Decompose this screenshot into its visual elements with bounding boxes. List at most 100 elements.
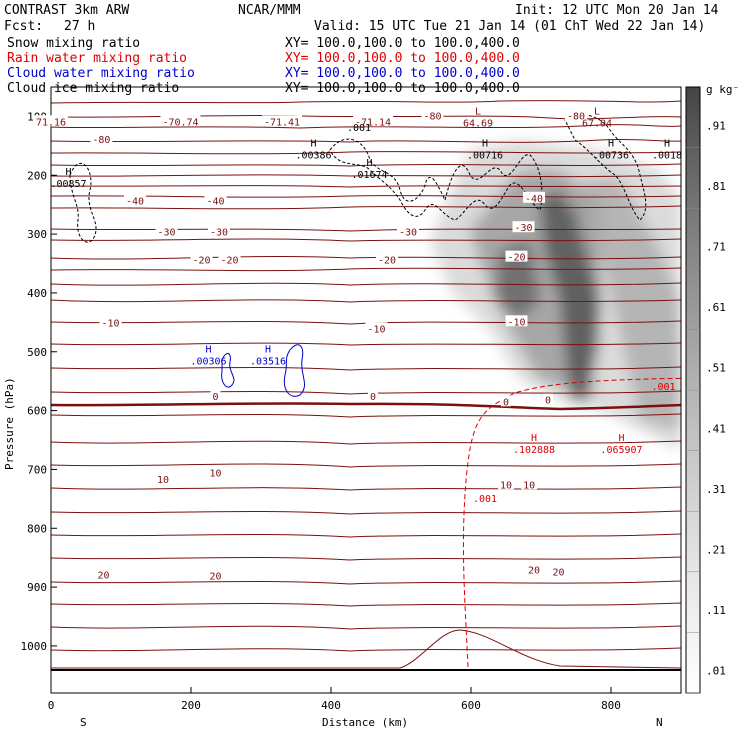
extremum-kind: H bbox=[205, 345, 211, 356]
label-mask bbox=[124, 194, 146, 206]
temperature-label: -20 bbox=[192, 256, 210, 267]
temperature-label: 0 bbox=[545, 396, 551, 407]
label-mask bbox=[505, 250, 528, 262]
label-mask bbox=[523, 191, 545, 203]
header: CONTRAST 3km ARW NCAR/MMM Init: 12 UTC M… bbox=[4, 3, 719, 34]
field-ice-name: Cloud ice mixing ratio bbox=[7, 81, 179, 96]
fcst-value: 27 h bbox=[64, 19, 95, 34]
y-tick-label: 200 bbox=[27, 169, 47, 182]
temperature-label: 10 bbox=[209, 469, 221, 480]
label-mask bbox=[376, 253, 398, 265]
temperature-label: 10 bbox=[157, 475, 169, 486]
contour-label: .001 bbox=[651, 382, 675, 393]
temperature-label: -40 bbox=[126, 197, 144, 208]
extremum-value: .102888 bbox=[513, 445, 555, 456]
x-tick-label: 400 bbox=[321, 699, 341, 712]
extremum-kind: L bbox=[594, 106, 600, 117]
colorbar-label: .81 bbox=[706, 180, 726, 193]
extremum-value: .00736 bbox=[593, 151, 629, 162]
temperature-label: -71.14 bbox=[355, 117, 391, 128]
label-mask bbox=[160, 115, 201, 127]
temperature-label: 0 bbox=[503, 397, 509, 408]
plot-frame bbox=[50, 86, 682, 694]
field-cloud-name: Cloud water mixing ratio bbox=[7, 66, 195, 81]
label-mask bbox=[155, 473, 171, 485]
extremum-value: 64.69 bbox=[463, 118, 493, 129]
field-snow-name: Snow mixing ratio bbox=[7, 36, 140, 51]
extremum-value: .00716 bbox=[467, 151, 503, 162]
temperature-label: -80 bbox=[567, 111, 585, 122]
temperature-label: 10 bbox=[500, 480, 512, 491]
colorbar-label: .31 bbox=[706, 483, 726, 496]
label-mask bbox=[204, 194, 227, 206]
label-mask bbox=[353, 115, 393, 127]
temperature-label: 20 bbox=[97, 570, 109, 581]
label-mask bbox=[208, 225, 230, 237]
terrain-contour bbox=[51, 629, 681, 669]
temperature-label: -80 bbox=[92, 135, 110, 146]
field-cloud-xy: XY= 100.0,100.0 to 100.0,400.0 bbox=[285, 66, 520, 81]
colorbar: g kg⁻¹ .01 .11 .21 .31 .41 .51 .61 .71 .81 .91 bbox=[685, 83, 740, 694]
extremum-kind: H bbox=[366, 158, 372, 169]
x-end-north: N bbox=[656, 716, 663, 729]
extremum-kind: H bbox=[664, 139, 670, 150]
temperature-label: 0 bbox=[212, 392, 218, 403]
temperature-label: -70.74 bbox=[162, 117, 198, 128]
label-mask bbox=[90, 132, 113, 144]
label-mask bbox=[543, 393, 553, 405]
y-tick-label: 500 bbox=[27, 346, 47, 359]
label-mask bbox=[95, 568, 112, 580]
label-mask bbox=[218, 253, 241, 265]
temperature-label: 20 bbox=[528, 566, 540, 577]
temperature-label: -10 bbox=[507, 317, 525, 328]
x-axis-title: Distance (km) bbox=[322, 716, 408, 729]
temperature-label: -10 bbox=[101, 319, 119, 330]
extremum-value: 67.04 bbox=[582, 118, 612, 129]
y-tick-label: 1000 bbox=[21, 640, 48, 653]
x-tick-label: 600 bbox=[461, 699, 481, 712]
temperature-label: 20 bbox=[552, 567, 564, 578]
extremum-kind: H bbox=[482, 139, 488, 150]
temperature-label: -20 bbox=[507, 253, 525, 264]
label-mask bbox=[34, 115, 68, 127]
y-axis-title: Pressure (hPa) bbox=[3, 377, 16, 470]
colorbar-units: g kg⁻¹ bbox=[706, 83, 740, 96]
label-mask bbox=[262, 115, 302, 127]
temperature-label: -30 bbox=[210, 227, 228, 238]
extremum-value: .01674 bbox=[351, 170, 387, 181]
field-legend: Snow mixing ratio XY= 100.0,100.0 to 100… bbox=[7, 36, 520, 96]
temperature-label: -71.41 bbox=[264, 117, 300, 128]
plot-area bbox=[51, 100, 681, 671]
y-tick-label: 800 bbox=[27, 522, 47, 535]
zero-isotherm bbox=[51, 402, 681, 411]
y-tick-label: 900 bbox=[27, 581, 47, 594]
field-snow-xy: XY= 100.0,100.0 to 100.0,400.0 bbox=[285, 36, 520, 51]
label-mask bbox=[498, 478, 514, 490]
label-mask bbox=[421, 109, 444, 121]
extremum-kind: H bbox=[618, 433, 624, 444]
label-mask bbox=[190, 253, 213, 265]
label-mask bbox=[397, 225, 419, 237]
label-mask bbox=[207, 569, 224, 581]
temperature-label: -30 bbox=[514, 223, 532, 234]
extremum-value: .00386 bbox=[295, 151, 331, 162]
colorbar-label: .41 bbox=[706, 422, 726, 435]
colorbar-label: .71 bbox=[706, 241, 726, 254]
x-tick-label: 800 bbox=[601, 699, 621, 712]
cloud-water-contours bbox=[221, 344, 305, 397]
extremum-value: .00857 bbox=[50, 179, 86, 190]
y-tick-label: 400 bbox=[27, 287, 47, 300]
temperature-label: -20 bbox=[378, 256, 396, 267]
extremum-kind: H bbox=[65, 167, 71, 178]
label-mask bbox=[550, 565, 567, 577]
label-mask bbox=[99, 316, 122, 328]
extremum-value: .065907 bbox=[600, 445, 642, 456]
x-tick-label: 0 bbox=[48, 699, 55, 712]
fcst-label: Fcst: bbox=[4, 19, 43, 34]
contour-label: .001 bbox=[347, 123, 371, 134]
colorbar-label: .61 bbox=[706, 301, 726, 314]
extremum-kind: H bbox=[608, 139, 614, 150]
contour-label: .001 bbox=[473, 494, 497, 505]
label-mask bbox=[526, 563, 542, 575]
